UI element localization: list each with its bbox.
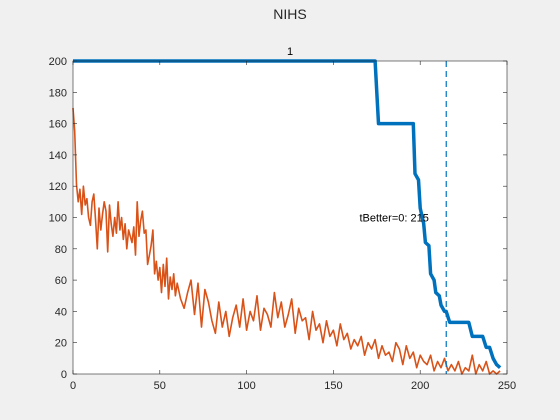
x-tick-label: 100	[237, 380, 255, 392]
y-tick-label: 80	[55, 244, 67, 256]
x-tick-label: 250	[498, 380, 516, 392]
y-tick-label: 140	[49, 150, 67, 162]
y-tick-label: 100	[49, 213, 67, 225]
y-tick-label: 60	[55, 275, 67, 287]
x-tick-label: 0	[70, 380, 76, 392]
x-tick-label: 150	[324, 380, 342, 392]
annotation-label: tBetter=0: 215	[359, 213, 428, 225]
x-tick-label: 50	[154, 380, 166, 392]
axes: 0 50 100 150 200 250 0 20 40 60 80 100 120 140 160 180 2…	[49, 46, 517, 392]
x-tick-label: 200	[411, 380, 429, 392]
y-tick-label: 160	[49, 119, 67, 131]
y-tick-label: 40	[55, 306, 67, 318]
y-tick-label: 0	[61, 369, 67, 381]
y-tick-label: 180	[49, 87, 67, 99]
figure-title: NIHS	[273, 6, 306, 22]
axes-subtitle: 1	[287, 46, 293, 58]
y-tick-label: 20	[55, 338, 67, 350]
y-tick-label: 200	[49, 56, 67, 68]
y-tick-label: 120	[49, 181, 67, 193]
